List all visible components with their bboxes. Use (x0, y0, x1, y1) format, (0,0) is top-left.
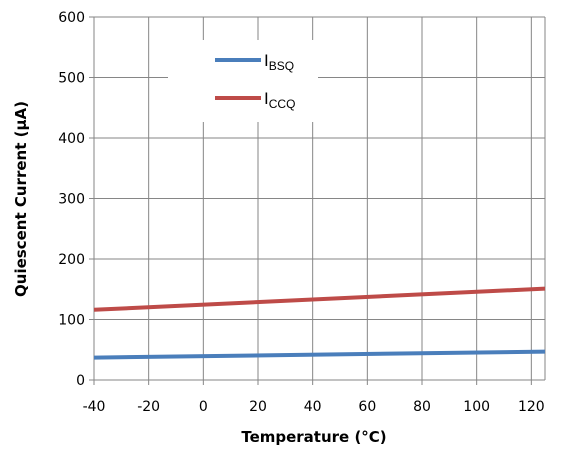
x-tick-label: 120 (518, 399, 545, 415)
tick-labels: 0 100 200 300 400 500 600 -40 -20 0 20 40 60 80 100 120 (58, 10, 544, 415)
y-tick-label: 400 (58, 131, 85, 147)
series-line-ibsq (93, 349, 546, 360)
y-tick-label: 500 (58, 71, 85, 87)
y-tick-label: 200 (58, 252, 85, 268)
x-tick-label: 60 (358, 399, 376, 415)
y-tick-label: 0 (76, 373, 85, 389)
y-tick-label: 100 (58, 313, 85, 329)
x-tick-label: 20 (249, 399, 267, 415)
x-tick-label: -40 (83, 399, 106, 415)
legend-label-iccq: ICCQ (264, 89, 295, 111)
legend: IBSQ ICCQ (168, 40, 318, 122)
x-tick-label: -20 (137, 399, 160, 415)
y-axis-title: Quiescent Current (µA) (12, 101, 30, 297)
x-tick-label: 0 (199, 399, 208, 415)
x-axis-title: Temperature (°C) (241, 428, 386, 446)
series-lines (93, 286, 546, 360)
y-tick-label: 600 (58, 10, 85, 26)
series-line-iccq (93, 286, 546, 312)
x-tick-label: 80 (413, 399, 431, 415)
x-tick-label: 40 (304, 399, 322, 415)
legend-background (168, 40, 318, 122)
y-tick-label: 300 (58, 192, 85, 208)
x-tick-label: 100 (463, 399, 490, 415)
legend-label-ibsq: IBSQ (264, 51, 294, 73)
gridlines (89, 16, 546, 385)
